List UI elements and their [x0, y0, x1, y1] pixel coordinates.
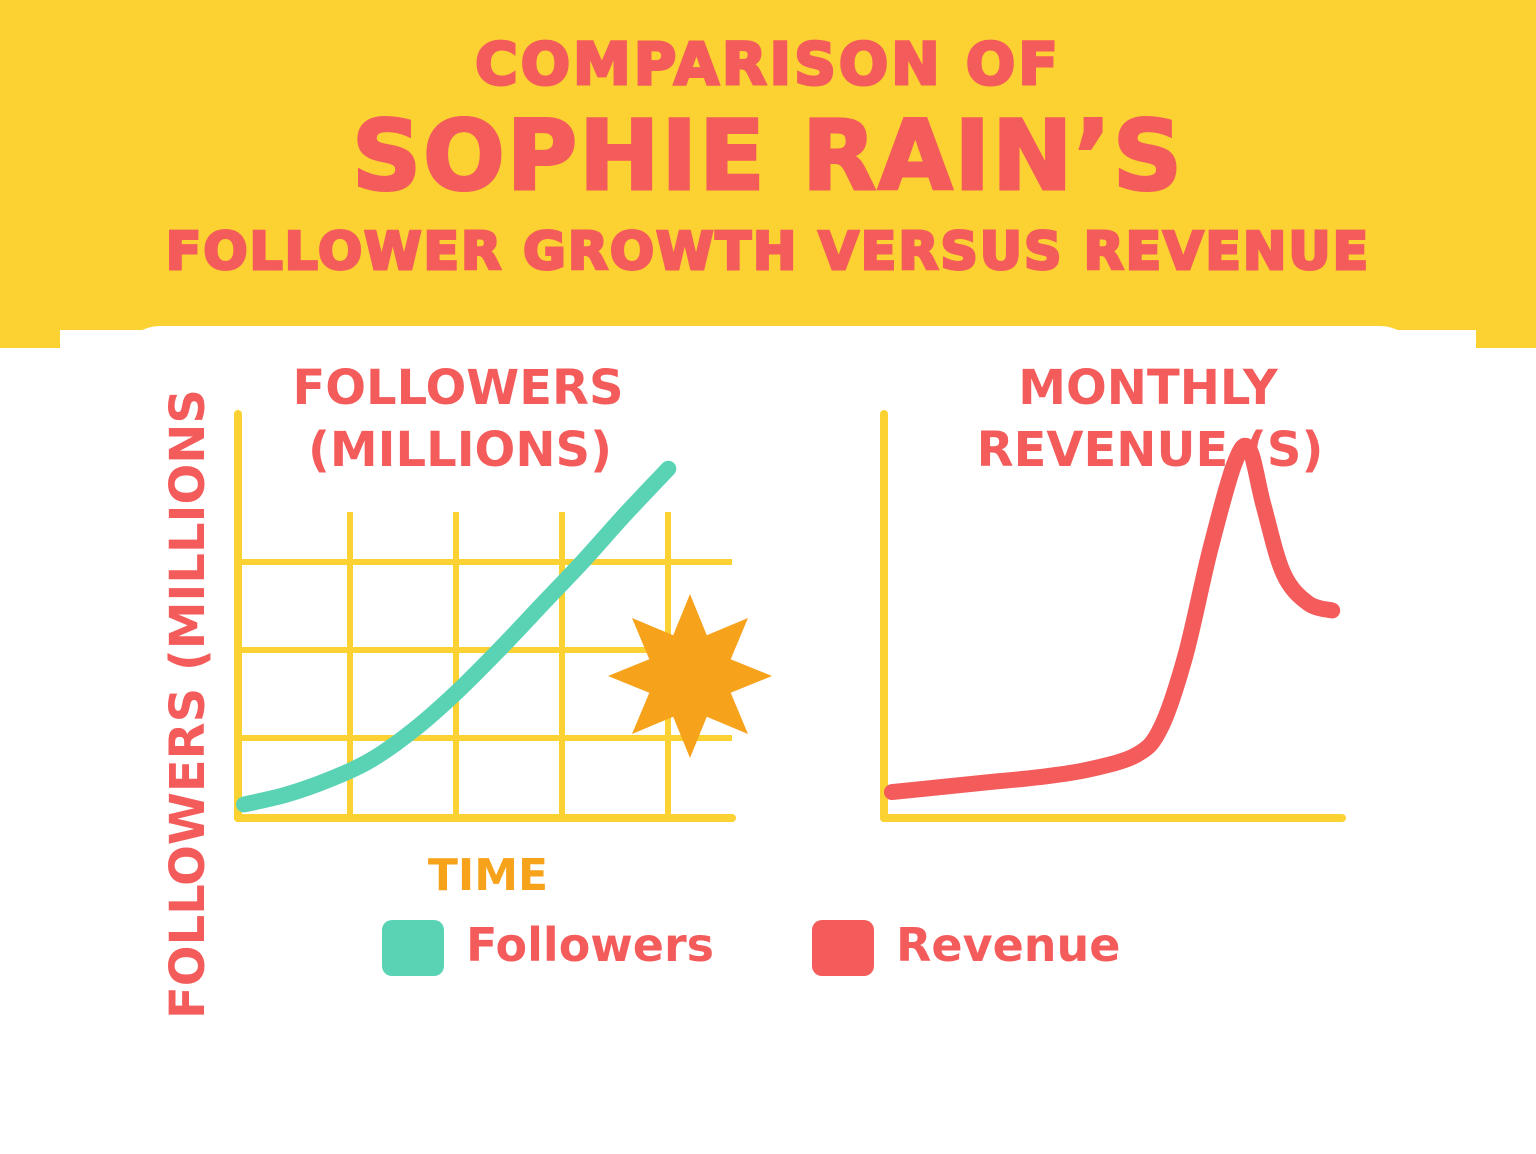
- legend-label-revenue: Revenue: [896, 918, 1121, 972]
- title-banner: [0, 0, 1536, 330]
- followers-y-axis-label: FOLLOWERS (MILLIONS: [160, 389, 216, 1019]
- followers-chart-title-1: FOLLOWERS: [292, 360, 623, 416]
- legend-swatch-followers: [382, 920, 444, 976]
- followers-series-line: [236, 460, 677, 813]
- revenue-chart-title-1: MONTHLY: [1018, 360, 1279, 416]
- legend-swatch-revenue: [812, 920, 874, 976]
- starburst-icon: [608, 594, 772, 758]
- followers-chart-title-2: (MILLIONS): [308, 422, 612, 478]
- legend-label-followers: Followers: [466, 918, 715, 972]
- followers-x-axis-label: TIME: [428, 850, 548, 901]
- banner-edge-left: [0, 318, 60, 348]
- revenue-chart-title-2: REVENUE (S): [977, 422, 1324, 478]
- banner-edge-right: [1476, 318, 1536, 348]
- revenue-series-line: [884, 437, 1341, 801]
- title-line-2: SOPHIE RAIN’S: [350, 99, 1185, 214]
- title-line-1: COMPARISON OF: [474, 29, 1061, 100]
- title-line-3: FOLLOWER GROWTH VERSUS REVENUE: [164, 221, 1371, 284]
